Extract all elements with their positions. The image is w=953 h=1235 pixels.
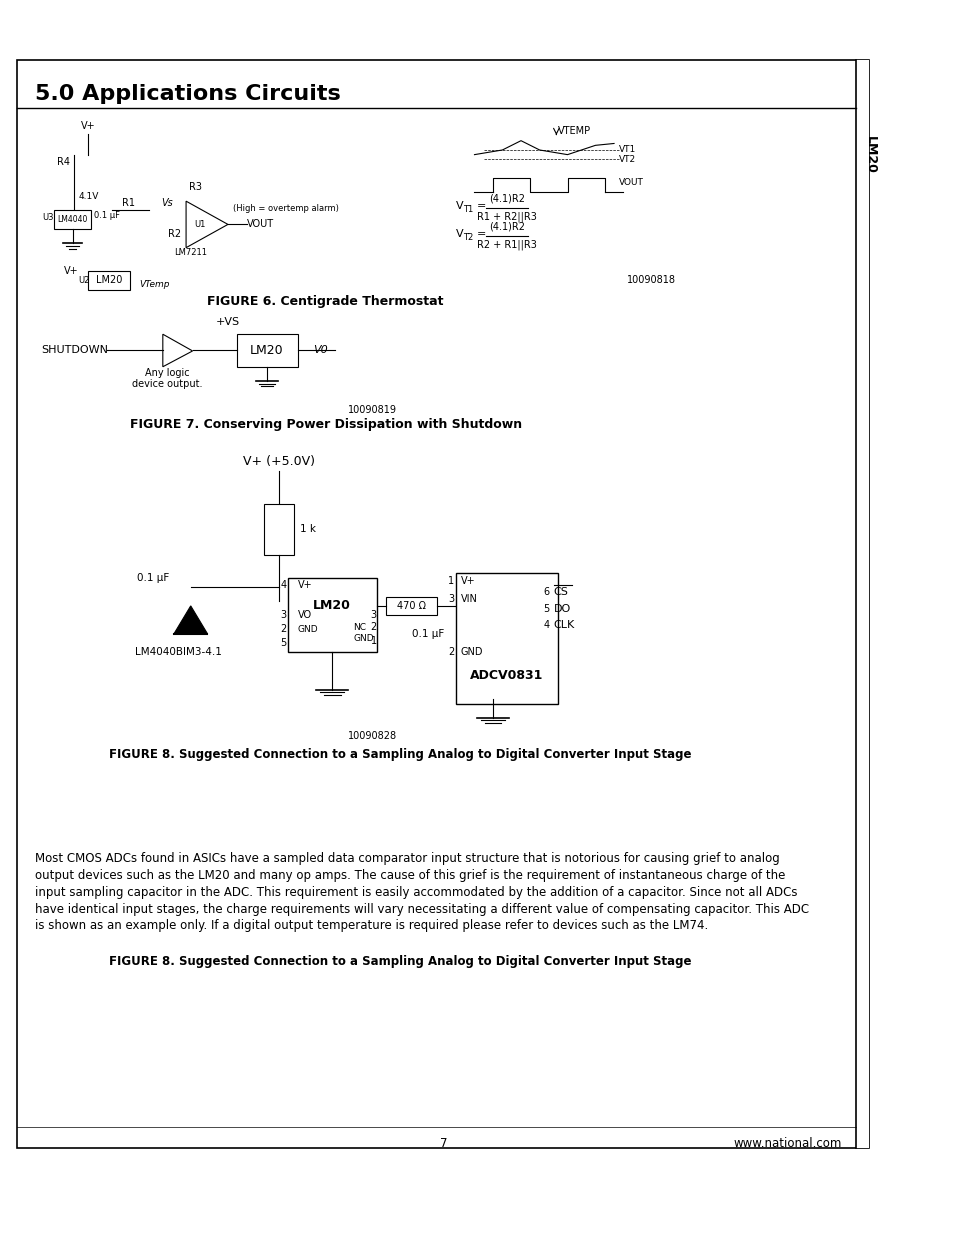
Text: VOUT: VOUT (246, 220, 274, 230)
Text: 3: 3 (447, 594, 454, 604)
Text: 2: 2 (370, 622, 376, 632)
Text: 7: 7 (439, 1137, 447, 1150)
Text: 3: 3 (280, 610, 286, 620)
Text: is shown as an example only. If a digital output temperature is required please : is shown as an example only. If a digita… (35, 919, 708, 932)
Text: 5: 5 (280, 638, 286, 648)
Text: 1 k: 1 k (299, 524, 315, 534)
Text: CLK: CLK (553, 620, 575, 630)
Text: NC: NC (354, 622, 366, 632)
Text: LM20: LM20 (95, 275, 122, 285)
Text: 6: 6 (543, 587, 549, 597)
Text: 5.0 Applications Circuits: 5.0 Applications Circuits (35, 84, 341, 104)
Text: VOUT: VOUT (618, 178, 643, 186)
Bar (54, 210, 91, 228)
Text: 0.1 µF: 0.1 µF (412, 629, 444, 638)
Text: +VS: +VS (215, 317, 240, 327)
Text: 5: 5 (543, 604, 549, 614)
Text: V+ (+5.0V): V+ (+5.0V) (243, 456, 314, 468)
Text: T2: T2 (463, 233, 473, 242)
Text: FIGURE 7. Conserving Power Dissipation with Shutdown: FIGURE 7. Conserving Power Dissipation w… (130, 417, 521, 431)
Text: (4.1)R2: (4.1)R2 (489, 221, 524, 231)
Text: 2: 2 (280, 624, 286, 634)
Text: GND: GND (354, 634, 374, 643)
Text: 10090828: 10090828 (347, 731, 396, 741)
Text: FIGURE 6. Centigrade Thermostat: FIGURE 6. Centigrade Thermostat (207, 295, 443, 309)
Text: V: V (456, 228, 463, 238)
Text: 10090819: 10090819 (347, 405, 396, 415)
Text: Vs: Vs (161, 198, 173, 207)
Text: (High = overtemp alarm): (High = overtemp alarm) (233, 204, 338, 214)
Text: LM20: LM20 (250, 343, 284, 357)
Text: have identical input stages, the charge requirements will vary necessitating a d: have identical input stages, the charge … (35, 903, 809, 915)
Polygon shape (186, 201, 228, 248)
Text: R3: R3 (189, 183, 202, 193)
Bar (237, 335, 297, 367)
Text: =: = (476, 201, 485, 211)
Text: CS: CS (553, 587, 568, 597)
Polygon shape (173, 606, 207, 634)
Text: DO: DO (553, 604, 570, 614)
Text: input sampling capacitor in the ADC. This requirement is easily accommodated by : input sampling capacitor in the ADC. Thi… (35, 885, 797, 899)
Text: V+: V+ (64, 266, 79, 275)
Text: V+: V+ (297, 580, 312, 590)
Text: 1: 1 (447, 576, 454, 585)
Text: device output.: device output. (132, 379, 202, 389)
Text: LM4040: LM4040 (57, 215, 88, 225)
Text: SHUTDOWN: SHUTDOWN (41, 345, 108, 354)
Text: VTEMP: VTEMP (558, 126, 591, 136)
Text: U1: U1 (194, 220, 206, 228)
Text: LM7211: LM7211 (174, 248, 207, 257)
Bar (386, 597, 436, 615)
Bar (855, 59, 868, 1149)
Text: VT1: VT1 (618, 146, 636, 154)
Text: (4.1)R2: (4.1)R2 (489, 194, 524, 204)
Text: R4: R4 (57, 157, 70, 167)
Text: LM4040BIM3-4.1: LM4040BIM3-4.1 (134, 647, 221, 657)
Text: 470 Ω: 470 Ω (396, 601, 425, 611)
Text: R2 + R1||R3: R2 + R1||R3 (476, 240, 537, 251)
Text: T1: T1 (463, 205, 473, 214)
Text: Any logic: Any logic (145, 368, 190, 378)
Bar (264, 504, 294, 555)
Text: V+: V+ (460, 576, 475, 585)
Text: VIN: VIN (460, 594, 476, 604)
Text: VTemp: VTemp (139, 280, 170, 289)
Text: V+: V+ (81, 121, 95, 131)
Text: V0: V0 (314, 345, 328, 354)
Bar (288, 578, 376, 652)
Bar (456, 573, 558, 704)
Text: 4: 4 (280, 580, 286, 590)
Text: GND: GND (297, 625, 318, 634)
Text: GND: GND (460, 647, 482, 657)
Bar (89, 270, 131, 289)
Text: 2: 2 (447, 647, 454, 657)
Text: VO: VO (297, 610, 312, 620)
Text: U3: U3 (43, 214, 54, 222)
Text: VT2: VT2 (618, 154, 635, 164)
Text: V: V (456, 201, 463, 211)
Text: 10090818: 10090818 (626, 275, 675, 285)
Text: LM20: LM20 (313, 599, 351, 613)
Text: output devices such as the LM20 and many op amps. The cause of this grief is the: output devices such as the LM20 and many… (35, 869, 785, 882)
Text: LM20: LM20 (862, 136, 876, 174)
Text: =: = (476, 228, 485, 238)
Text: 0.1 µF: 0.1 µF (94, 211, 120, 220)
Text: FIGURE 8. Suggested Connection to a Sampling Analog to Digital Converter Input S: FIGURE 8. Suggested Connection to a Samp… (109, 748, 691, 761)
Text: 0.1 µF: 0.1 µF (137, 573, 170, 583)
Text: FIGURE 8. Suggested Connection to a Sampling Analog to Digital Converter Input S: FIGURE 8. Suggested Connection to a Samp… (109, 955, 691, 968)
Polygon shape (163, 335, 193, 367)
Text: 1: 1 (371, 636, 376, 646)
Text: R2: R2 (168, 228, 181, 238)
Text: 4.1V: 4.1V (78, 191, 98, 201)
Text: www.national.com: www.national.com (733, 1137, 841, 1150)
Text: ADCV0831: ADCV0831 (470, 669, 543, 682)
Text: 4: 4 (543, 620, 549, 630)
Text: R1: R1 (122, 198, 134, 207)
Text: R1 + R2||R3: R1 + R2||R3 (476, 211, 537, 222)
Text: Most CMOS ADCs found in ASICs have a sampled data comparator input structure tha: Most CMOS ADCs found in ASICs have a sam… (35, 852, 780, 866)
Text: U2: U2 (78, 275, 90, 285)
Text: 3: 3 (371, 610, 376, 620)
